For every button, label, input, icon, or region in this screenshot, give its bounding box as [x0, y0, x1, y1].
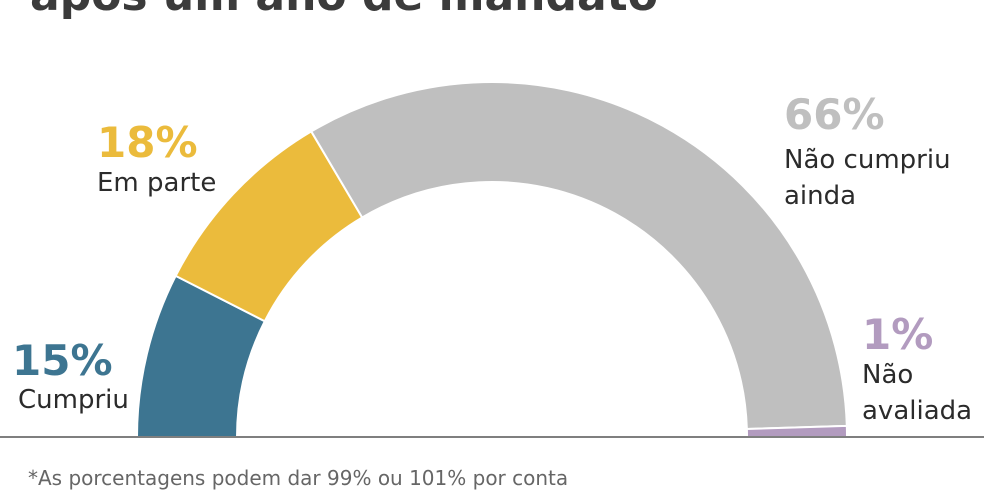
label-nao-cumpriu-line1: Não cumpriu — [784, 145, 951, 175]
label-em-parte: Em parte — [97, 168, 217, 198]
label-nao-avaliada-line2: avaliada — [862, 396, 973, 426]
slices-group — [135, 81, 849, 438]
footnote: *As porcentagens podem dar 99% ou 101% p… — [28, 466, 569, 490]
pct-label-nao-avaliada: 1% — [862, 310, 934, 359]
label-nao-avaliada-line1: Não — [862, 360, 914, 390]
chart-title: após um ano de mandato — [30, 0, 658, 21]
slice-n-o-cumpriu-ainda — [309, 81, 848, 431]
pct-label-em-parte: 18% — [97, 118, 198, 167]
label-cumpriu: Cumpriu — [18, 385, 129, 415]
pct-label-nao-cumpriu: 66% — [784, 90, 885, 139]
slice-n-o-avaliada — [745, 424, 849, 438]
label-nao-cumpriu-line2: ainda — [784, 181, 857, 211]
pct-label-cumpriu: 15% — [12, 336, 113, 385]
